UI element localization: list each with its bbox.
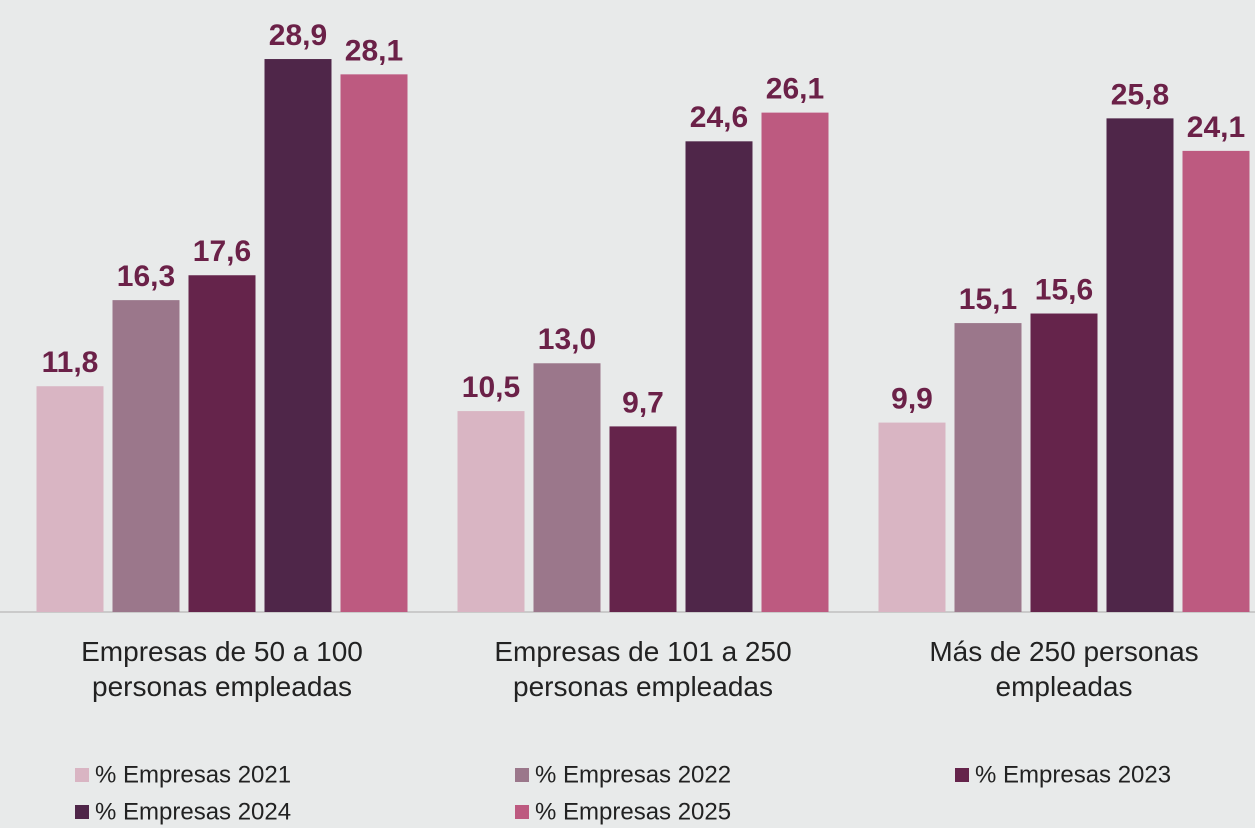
value-label: 10,5 <box>462 371 520 404</box>
legend-label: % Empresas 2025 <box>535 798 731 825</box>
value-label: 15,6 <box>1035 273 1093 306</box>
legend-label: % Empresas 2021 <box>95 761 291 788</box>
value-label: 9,7 <box>622 386 664 419</box>
legend-swatch <box>515 768 529 782</box>
bar <box>1182 150 1250 613</box>
legend-label: % Empresas 2022 <box>535 761 731 788</box>
bar <box>954 323 1022 612</box>
bar <box>1106 118 1174 613</box>
legend-swatch <box>75 805 89 819</box>
bar <box>685 141 753 612</box>
legend-swatch <box>75 768 89 782</box>
value-label: 26,1 <box>766 73 824 106</box>
bar <box>188 275 256 612</box>
legend-label: % Empresas 2024 <box>95 798 291 825</box>
bar <box>533 363 601 612</box>
bar <box>112 300 180 612</box>
legend-swatch <box>515 805 529 819</box>
value-label: 28,1 <box>345 34 403 67</box>
bar <box>761 112 829 613</box>
bar <box>1030 313 1098 612</box>
value-label: 9,9 <box>891 383 933 416</box>
value-label: 24,6 <box>690 101 748 134</box>
bar <box>878 422 946 612</box>
legend-swatch <box>955 768 969 782</box>
value-label: 15,1 <box>959 283 1017 316</box>
x-tick-label: Empresas de 101 a 250 personas empleadas <box>494 636 792 702</box>
value-label: 24,1 <box>1187 111 1245 144</box>
x-tick-label: Más de 250 personas empleadas <box>929 636 1199 702</box>
bar <box>264 59 332 612</box>
value-label: 25,8 <box>1111 78 1169 111</box>
value-label: 17,6 <box>193 235 251 268</box>
value-label: 16,3 <box>117 260 175 293</box>
value-label: 28,9 <box>269 19 327 52</box>
bar <box>609 426 677 612</box>
bar <box>457 411 525 612</box>
bar <box>340 74 408 612</box>
legend-label: % Empresas 2023 <box>975 761 1171 788</box>
x-tick-label: Empresas de 50 a 100 personas empleadas <box>81 636 363 702</box>
value-label: 13,0 <box>538 323 596 356</box>
bar <box>36 386 104 612</box>
value-label: 11,8 <box>42 346 99 379</box>
